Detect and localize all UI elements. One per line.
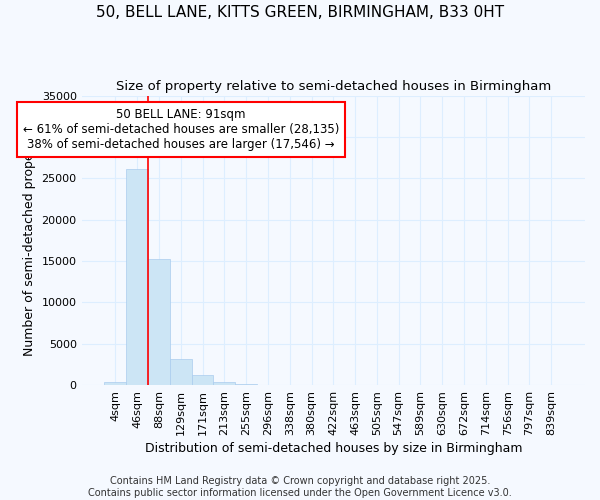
Bar <box>148 260 170 385</box>
Bar <box>170 358 191 385</box>
Bar <box>104 382 126 385</box>
Text: 50 BELL LANE: 91sqm
← 61% of semi-detached houses are smaller (28,135)
38% of se: 50 BELL LANE: 91sqm ← 61% of semi-detach… <box>23 108 339 151</box>
Text: 50, BELL LANE, KITTS GREEN, BIRMINGHAM, B33 0HT: 50, BELL LANE, KITTS GREEN, BIRMINGHAM, … <box>96 5 504 20</box>
Bar <box>126 169 148 385</box>
Bar <box>191 375 214 385</box>
Bar <box>214 382 235 385</box>
X-axis label: Distribution of semi-detached houses by size in Birmingham: Distribution of semi-detached houses by … <box>145 442 522 455</box>
Y-axis label: Number of semi-detached properties: Number of semi-detached properties <box>23 124 36 356</box>
Bar <box>235 384 257 385</box>
Text: Contains HM Land Registry data © Crown copyright and database right 2025.
Contai: Contains HM Land Registry data © Crown c… <box>88 476 512 498</box>
Title: Size of property relative to semi-detached houses in Birmingham: Size of property relative to semi-detach… <box>116 80 551 93</box>
